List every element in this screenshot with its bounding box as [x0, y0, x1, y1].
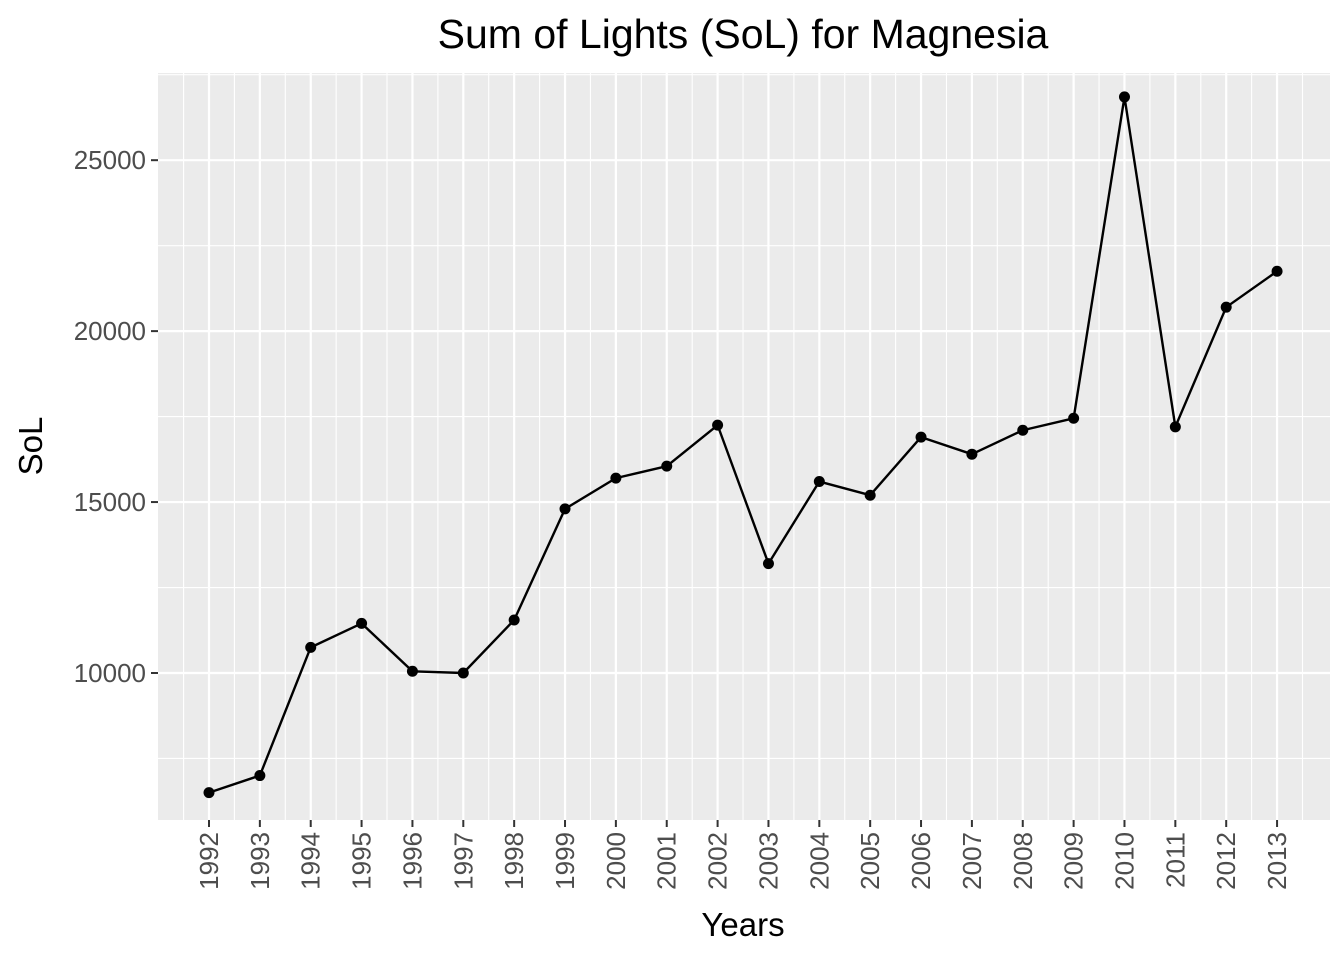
x-tick-label: 2005 — [855, 832, 885, 890]
data-point-2006 — [915, 431, 927, 443]
x-tick-label: 1997 — [448, 832, 478, 890]
series-line — [208, 95, 1278, 794]
data-point-2002 — [712, 419, 724, 431]
y-tick-label: 15000 — [74, 487, 146, 517]
data-point-2004 — [813, 476, 825, 488]
x-tick-label: 1996 — [397, 832, 427, 890]
y-axis-label: SoL — [12, 417, 49, 476]
x-tick-label: 2010 — [1109, 832, 1139, 890]
x-tick-label: 2002 — [703, 832, 733, 890]
x-tick-label: 2003 — [753, 832, 783, 890]
y-tick-label: 25000 — [74, 145, 146, 175]
x-tick-label: 1994 — [296, 832, 326, 890]
x-tick-label: 1992 — [194, 832, 224, 890]
x-tick-label: 1995 — [347, 832, 377, 890]
data-point-2001 — [661, 460, 673, 472]
data-point-2009 — [1068, 412, 1080, 424]
major-gridlines — [158, 73, 1330, 820]
data-point-1997 — [457, 667, 469, 679]
minor-gridlines — [158, 73, 1330, 820]
x-tick-label: 2012 — [1211, 832, 1241, 890]
data-point-2003 — [762, 558, 774, 570]
x-axis-label: Years — [701, 906, 784, 943]
data-point-2007 — [966, 448, 978, 460]
y-tick-label: 20000 — [74, 316, 146, 346]
data-point-2005 — [864, 489, 876, 501]
data-point-2000 — [610, 472, 622, 484]
data-point-2011 — [1169, 421, 1181, 433]
y-axis: 10000 15000 20000 25000 — [74, 145, 158, 688]
data-point-1992 — [203, 787, 215, 799]
x-tick-label: 2007 — [957, 832, 987, 890]
data-point-1994 — [305, 641, 317, 653]
plot-panel — [158, 73, 1330, 820]
x-tick-label: 1999 — [550, 832, 580, 890]
data-point-1993 — [254, 770, 266, 782]
data-points — [203, 91, 1283, 799]
x-axis: 1992 1993 1994 1995 1996 1997 1998 1999 2000 2001… — [194, 820, 1292, 890]
x-tick-label: 2013 — [1262, 832, 1292, 890]
data-point-1996 — [406, 665, 418, 677]
x-tick-label: 2009 — [1059, 832, 1089, 890]
y-tick-label: 10000 — [74, 658, 146, 688]
sol-series-line — [208, 95, 1278, 794]
data-point-1995 — [356, 617, 368, 629]
x-tick-label: 2011 — [1160, 832, 1190, 888]
x-tick-label: 2004 — [804, 832, 834, 890]
x-tick-label: 2006 — [906, 832, 936, 890]
data-point-2008 — [1017, 424, 1029, 436]
data-point-2013 — [1271, 265, 1283, 277]
x-tick-label: 1998 — [499, 832, 529, 890]
data-point-2012 — [1220, 301, 1232, 313]
chart-title: Sum of Lights (SoL) for Magnesia — [438, 11, 1049, 57]
data-point-2010 — [1118, 91, 1130, 103]
data-point-1998 — [508, 614, 520, 626]
x-tick-label: 1993 — [245, 832, 275, 890]
x-tick-label: 2000 — [601, 832, 631, 890]
x-tick-label: 2008 — [1008, 832, 1038, 890]
x-tick-label: 2001 — [652, 832, 682, 890]
data-point-1999 — [559, 503, 571, 515]
